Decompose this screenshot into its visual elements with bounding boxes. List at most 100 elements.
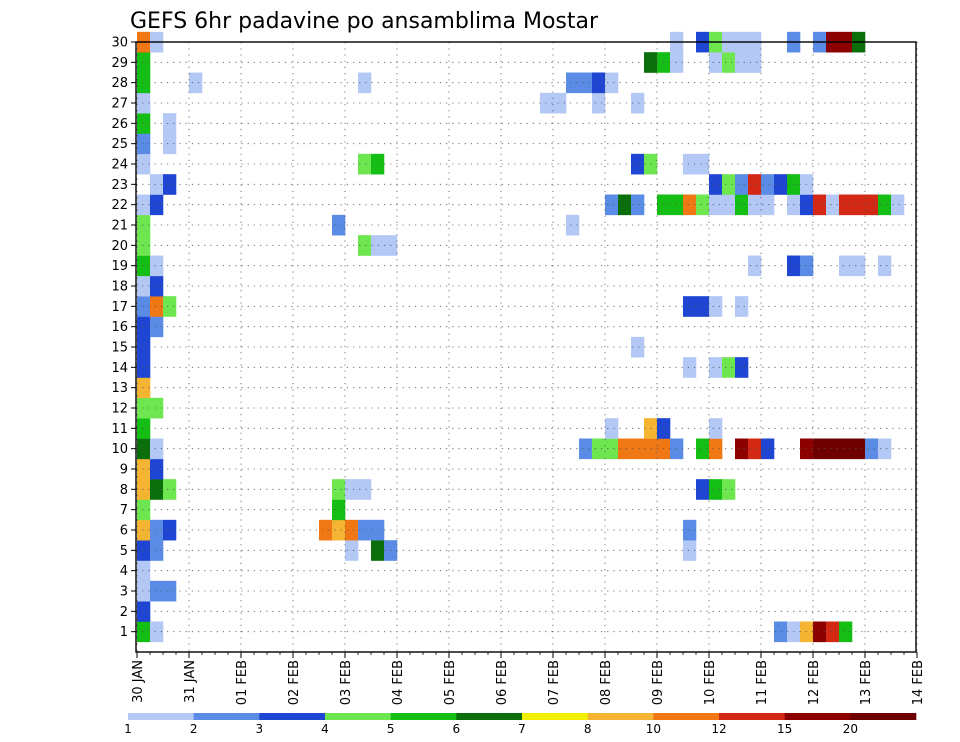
heatmap-cell xyxy=(735,438,749,460)
colorbar: 1 2 3 4 5 6 7 8 10 12 15 20 xyxy=(124,713,917,736)
y-tick-label: 19 xyxy=(111,259,128,274)
heatmap-cell xyxy=(670,194,684,216)
heatmap-cell xyxy=(722,174,736,195)
heatmap-cell xyxy=(137,153,151,175)
y-tick-label: 30 xyxy=(111,36,128,51)
heatmap-cell xyxy=(826,194,840,216)
heatmap-cell xyxy=(748,438,762,460)
heatmap-cell xyxy=(839,438,853,460)
heatmap-cell xyxy=(709,174,723,195)
heatmap-cell xyxy=(748,174,762,195)
heatmap-cell xyxy=(137,621,151,643)
heatmap-cell xyxy=(137,52,151,73)
heatmap-cell xyxy=(813,194,827,216)
y-tick-label: 1 xyxy=(120,625,128,640)
colorbar-swatch xyxy=(850,713,917,720)
heatmap-cell xyxy=(345,479,359,500)
heatmap-cell xyxy=(631,153,645,175)
heatmap-cell xyxy=(579,438,593,460)
heatmap-cell xyxy=(137,214,151,236)
y-tick-label: 7 xyxy=(120,503,128,518)
heatmap-cell xyxy=(631,336,645,358)
heatmap-cell xyxy=(761,438,775,460)
y-tick-label: 18 xyxy=(111,280,128,295)
heatmap-cell xyxy=(371,235,385,256)
colorbar-swatch xyxy=(456,713,523,720)
heatmap-cell xyxy=(137,418,151,439)
heatmap-cell xyxy=(137,235,151,256)
x-tick-label: 01 FEB xyxy=(235,660,250,705)
x-tick-label: 11 FEB xyxy=(755,660,770,705)
heatmap-cell xyxy=(592,72,606,94)
x-tick-label: 06 FEB xyxy=(495,660,510,705)
y-tick-label: 3 xyxy=(120,585,128,600)
y-tick-label: 16 xyxy=(111,320,128,335)
heatmap-cell xyxy=(332,214,346,236)
x-tick-label: 04 FEB xyxy=(391,660,406,705)
heatmap-cell xyxy=(137,377,151,399)
heatmap-cell xyxy=(748,194,762,216)
heatmap-cell xyxy=(137,316,151,338)
colorbar-label: 6 xyxy=(453,722,461,736)
heatmap-cell xyxy=(358,519,372,541)
heatmap-cell xyxy=(137,397,151,419)
heatmap-cell xyxy=(696,194,710,216)
colorbar-label: 15 xyxy=(777,722,792,736)
colorbar-swatch xyxy=(653,713,720,720)
heatmap-cell xyxy=(605,72,619,94)
heatmap-cells xyxy=(137,31,905,643)
heatmap-cell xyxy=(332,479,346,500)
heatmap-cell xyxy=(150,296,164,317)
heatmap-cell xyxy=(709,479,723,500)
heatmap-cell xyxy=(345,519,359,541)
grid-lines xyxy=(136,41,918,652)
colorbar-label: 3 xyxy=(256,722,264,736)
y-tick-label: 11 xyxy=(111,422,128,437)
y-tick-label: 24 xyxy=(111,158,128,173)
y-tick-label: 8 xyxy=(120,483,128,498)
heatmap-cell xyxy=(683,519,697,541)
heatmap-cell xyxy=(137,560,151,582)
heatmap-cell xyxy=(735,194,749,216)
heatmap-cell xyxy=(696,153,710,175)
colorbar-label: 7 xyxy=(518,722,526,736)
x-tick-label: 02 FEB xyxy=(287,660,302,705)
heatmap-cell xyxy=(137,336,151,358)
heatmap-cell xyxy=(748,52,762,73)
heatmap-cell xyxy=(618,194,632,216)
heatmap-cell xyxy=(137,275,151,297)
y-tick-label: 6 xyxy=(120,524,128,539)
heatmap-cell xyxy=(826,621,840,643)
y-tick-label: 28 xyxy=(111,76,128,91)
heatmap-cell xyxy=(865,438,879,460)
y-tick-label: 25 xyxy=(111,137,128,152)
heatmap-cell xyxy=(137,601,151,622)
y-tick-label: 10 xyxy=(111,442,128,457)
heatmap-cell xyxy=(137,113,151,134)
heatmap-cell xyxy=(709,194,723,216)
heatmap-cell xyxy=(878,194,892,216)
heatmap-cell xyxy=(319,519,333,541)
heatmap-cell xyxy=(137,580,151,602)
y-tick-label: 9 xyxy=(120,463,128,478)
colorbar-label: 8 xyxy=(584,722,592,736)
colorbar-swatch xyxy=(259,713,326,720)
heatmap-cell xyxy=(683,357,697,378)
y-tick-label: 23 xyxy=(111,178,128,193)
x-tick-label: 14 FEB xyxy=(911,660,926,705)
colorbar-label: 2 xyxy=(190,722,198,736)
heatmap-cell xyxy=(722,357,736,378)
y-tick-label: 29 xyxy=(111,56,128,71)
heatmap-cell xyxy=(137,133,151,155)
x-tick-label: 12 FEB xyxy=(807,660,822,705)
y-axis: 1234567891011121314151617181920212223242… xyxy=(111,36,136,640)
heatmap-cell xyxy=(137,479,151,500)
y-tick-label: 22 xyxy=(111,198,128,213)
heatmap-cell xyxy=(826,438,840,460)
heatmap-cell xyxy=(345,540,359,561)
heatmap-cell xyxy=(735,296,749,317)
heatmap-cell xyxy=(722,52,736,73)
heatmap-cell xyxy=(878,438,892,460)
heatmap-cell xyxy=(761,194,775,216)
